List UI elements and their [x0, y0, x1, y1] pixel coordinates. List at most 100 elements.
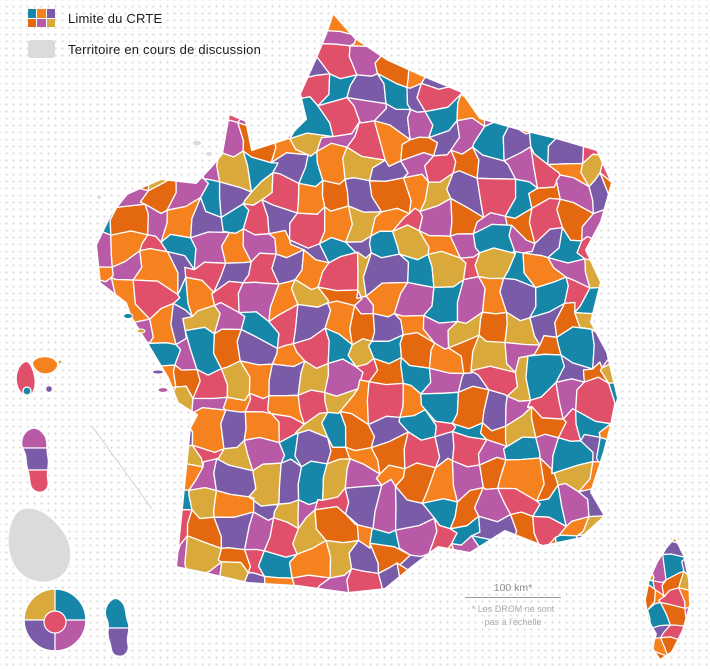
scale-line [465, 597, 561, 598]
territory-cell [96, 382, 122, 419]
territory-cell [110, 145, 151, 192]
territory-cell [96, 539, 126, 583]
island-territory [152, 369, 164, 375]
territory-cell [525, 13, 555, 30]
territory-cell [141, 77, 172, 108]
legend-item-discussion: Territoire en cours de discussion [28, 40, 261, 58]
guyane-inset-discussion [7, 507, 72, 584]
territory-cell [110, 486, 149, 528]
territory-cell [96, 432, 129, 479]
territory-cell [144, 548, 179, 569]
territory-cell [684, 537, 690, 548]
territory-cell [418, 13, 460, 36]
footnote-line-1: * Les DROM ne sont [471, 604, 555, 614]
territory-cell [296, 179, 326, 215]
territory-cell [443, 13, 482, 36]
territory-cell [267, 52, 309, 83]
reunion-outline [23, 588, 87, 652]
territory-cell [572, 532, 613, 583]
territory-cell [144, 456, 169, 493]
territory-cell [261, 20, 309, 60]
territory-cell [261, 13, 301, 33]
territory-cell [347, 13, 380, 37]
territory-cell [475, 69, 503, 111]
territory-cell [684, 537, 690, 567]
territory-cell [700, 577, 710, 590]
territory-cell [578, 571, 613, 593]
territory-cell [141, 96, 179, 141]
territory-cell [694, 538, 710, 566]
territory [43, 610, 67, 634]
territory-cell [573, 586, 608, 593]
martinique-outline [20, 427, 50, 493]
territory-cell [551, 21, 588, 46]
territory-cell [372, 13, 408, 36]
territory-cell [553, 42, 593, 87]
territory-cell [645, 650, 656, 660]
territory-cell [697, 619, 710, 646]
territory-cell [168, 94, 203, 145]
territory-cell [160, 163, 205, 180]
territory-cell [247, 72, 283, 109]
territory-cell [601, 278, 618, 310]
territory-cell [190, 597, 229, 634]
territory-cell [96, 124, 127, 160]
corsica-outline [644, 536, 691, 661]
territory-cell [694, 635, 710, 655]
territory-cell [221, 587, 250, 593]
territory-cell [645, 537, 651, 567]
scale-label: 100 km* [493, 582, 533, 594]
territory-cell [495, 41, 540, 83]
territory-cell [604, 470, 618, 499]
legend: Limite du CRTE Territoire en cours de di… [28, 9, 261, 71]
territory-cell [402, 13, 432, 36]
territory-cell [580, 42, 614, 87]
territory-cell [106, 124, 150, 160]
territory-cell [578, 13, 611, 63]
territory-cell [443, 42, 489, 86]
territory-cell [165, 385, 194, 419]
discussion-swatch-icon [28, 40, 55, 58]
territory-cell [290, 13, 322, 31]
territory-cell [474, 13, 508, 34]
territory-cell [268, 588, 298, 593]
territory-cell [107, 539, 149, 583]
territory-cell [378, 589, 405, 593]
territory-cell [430, 29, 460, 62]
territory-cell [314, 595, 350, 633]
territory-cell [96, 98, 119, 132]
territory-cell [684, 618, 690, 643]
territory-cell [108, 411, 137, 451]
territory-cell [131, 411, 177, 451]
crte-swatch-icon [28, 9, 55, 27]
footnote-line-2: pas à l'échelle [484, 616, 542, 627]
territory-cell [547, 97, 587, 137]
territory-cell [602, 205, 618, 244]
scale-footnote: * Les DROM ne sont pas à l'échelle [452, 603, 574, 628]
island-gray [96, 194, 102, 200]
territory-cell [678, 570, 690, 592]
territory-cell [96, 489, 120, 530]
territory-cell [96, 563, 109, 593]
territory-cell [602, 585, 618, 593]
territory-cell [480, 25, 508, 44]
territory-cell [245, 588, 277, 593]
territory-cell [577, 99, 614, 139]
territory-cell [548, 13, 588, 29]
territory-cell [96, 147, 127, 186]
territory-cell [346, 567, 384, 593]
territory-cell [185, 81, 231, 106]
territory-cell [607, 260, 618, 295]
territory-cell [605, 516, 618, 543]
offshore-islands [96, 139, 213, 393]
territory-cell [346, 589, 385, 593]
territory-cell [147, 590, 176, 593]
territory-cell [603, 576, 618, 592]
territory-cell [96, 327, 113, 367]
territory-cell [547, 67, 596, 101]
mainland-territories [96, 13, 618, 634]
territory-cell [140, 137, 179, 165]
territory-cell [601, 16, 618, 63]
territory-cell [96, 414, 122, 448]
inset-separator-line [91, 425, 153, 510]
